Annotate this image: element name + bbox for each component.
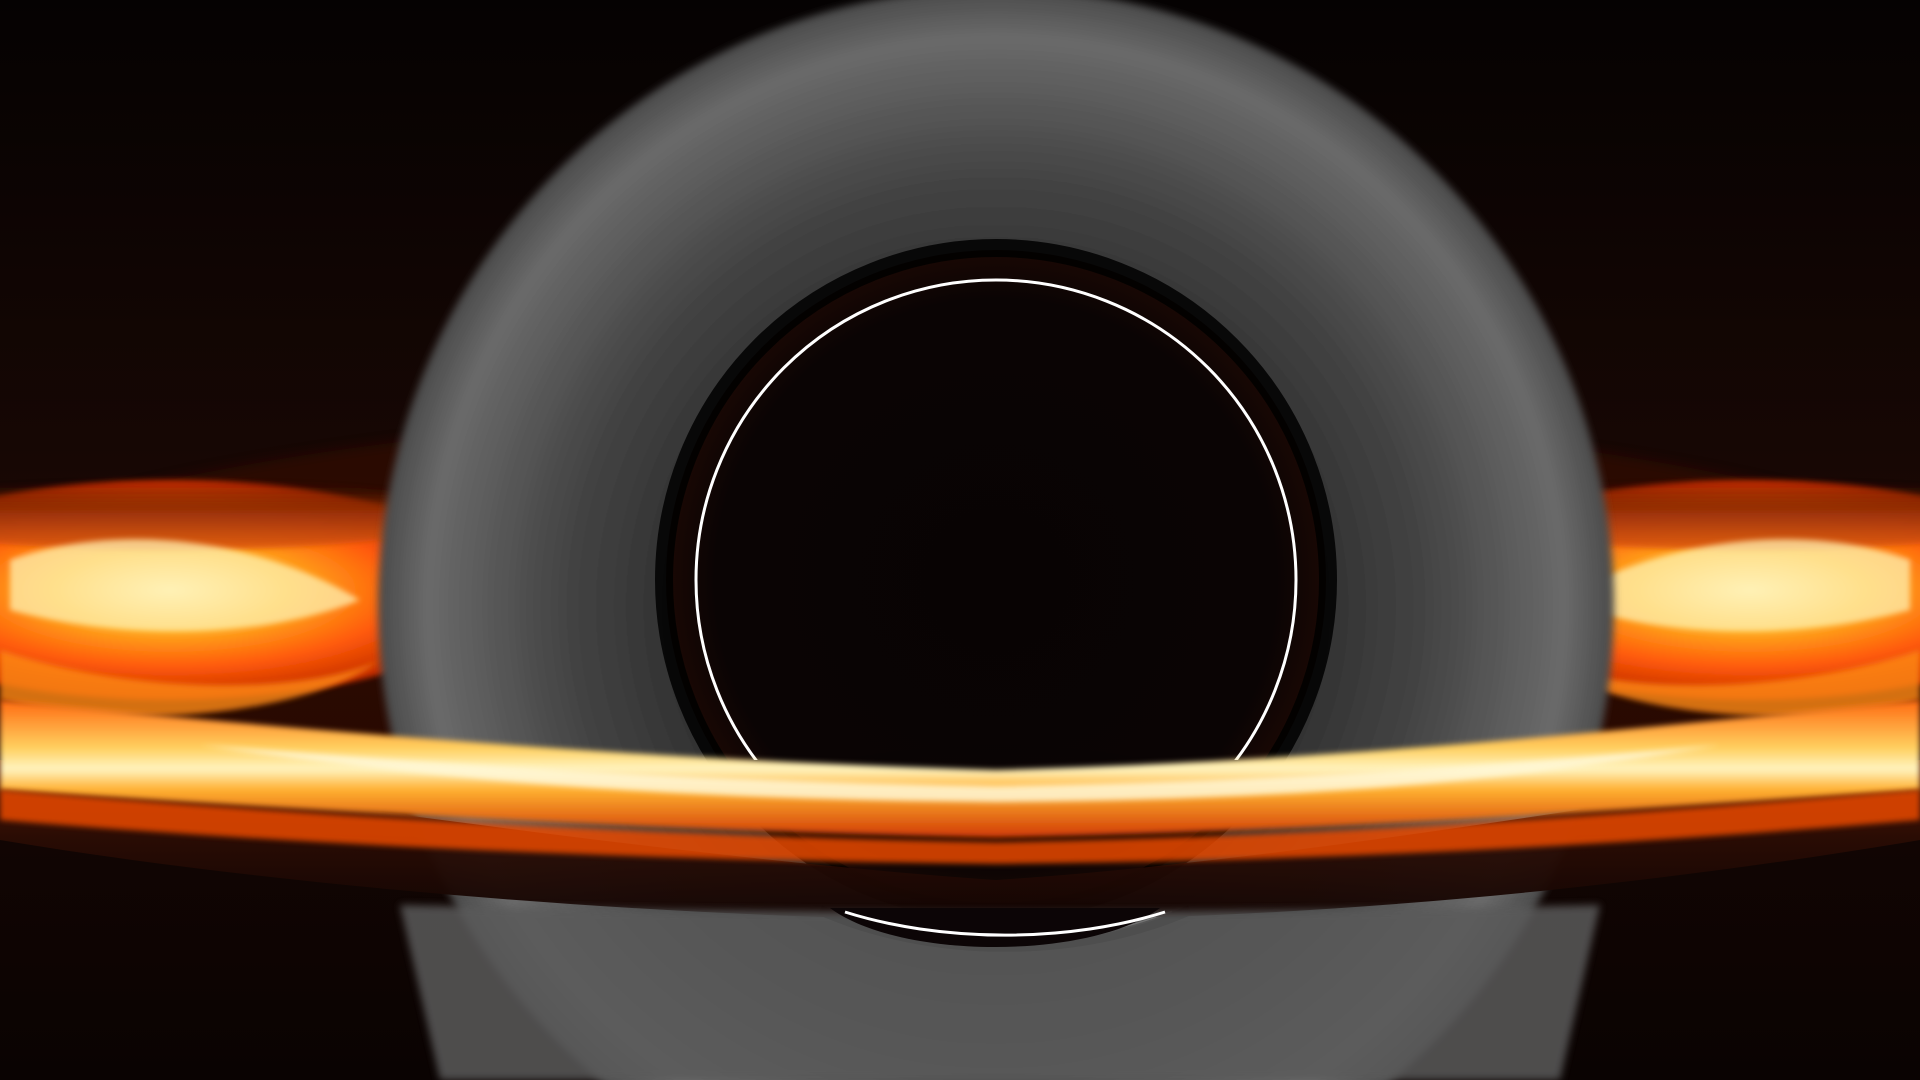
- shadow-warm-tint: [696, 640, 1296, 760]
- lensed-halo-lower: [400, 905, 1600, 1080]
- shadow-lower: [830, 908, 1160, 947]
- accretion-disk-front: [0, 700, 1920, 920]
